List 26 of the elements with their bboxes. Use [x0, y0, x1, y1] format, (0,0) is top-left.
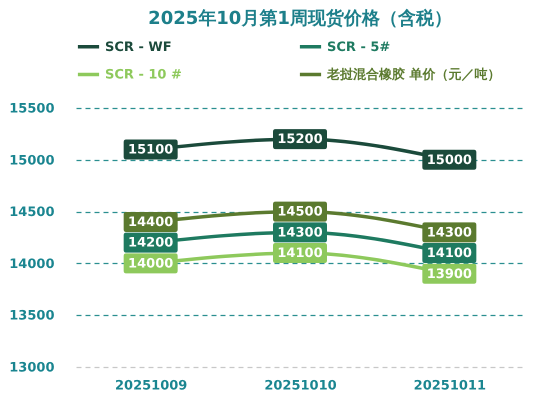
data-label: 15100 — [128, 142, 174, 158]
data-label: 14500 — [277, 204, 323, 220]
y-tick-label: 14000 — [9, 256, 54, 272]
data-label: 14100 — [277, 246, 323, 262]
x-tick-label: 20251010 — [264, 378, 337, 394]
data-label: 14300 — [277, 225, 323, 240]
data-label: 14000 — [128, 256, 174, 272]
x-tick-label: 20251009 — [114, 378, 188, 394]
data-label: 15000 — [426, 152, 472, 168]
x-tick-label: 20251011 — [414, 378, 486, 394]
y-tick-label: 15500 — [9, 102, 54, 116]
legend-label: SCR - 10 # — [105, 68, 182, 82]
legend-label: SCR - WF — [105, 40, 172, 55]
data-label: 14200 — [128, 236, 174, 251]
data-label: 14100 — [426, 246, 472, 262]
data-label: 14300 — [426, 225, 472, 240]
y-tick-label: 13000 — [9, 360, 54, 376]
y-tick-label: 15000 — [9, 153, 54, 168]
legend-label: SCR - 5# — [327, 40, 390, 55]
data-label: 13900 — [426, 266, 472, 282]
y-tick-label: 13500 — [9, 308, 54, 324]
data-label: 14400 — [128, 214, 174, 230]
y-tick-label: 14500 — [9, 205, 54, 220]
legend-label: 老挝混合橡胶 单价（元／吨） — [326, 66, 501, 82]
chart-title: 2025年10月第1周现货价格（含税） — [148, 8, 452, 29]
data-label: 15200 — [277, 132, 323, 148]
